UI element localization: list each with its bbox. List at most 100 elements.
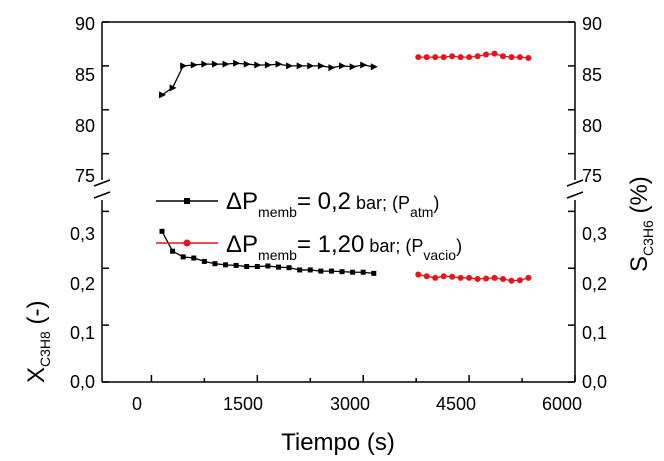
series-1-selectivity-point bbox=[296, 62, 304, 70]
x-tick-label: 4500 bbox=[436, 394, 476, 414]
series-2-selectivity-point bbox=[474, 53, 481, 60]
legend-label: ΔPmemb= 1,20 bar; (Pvacio) bbox=[226, 231, 462, 263]
series-2-conversion-point bbox=[491, 274, 498, 281]
legend-label-unit: bar; (P bbox=[351, 193, 410, 213]
y-axis-title-right-main: S bbox=[626, 256, 653, 272]
series-2-conversion-point bbox=[508, 277, 515, 284]
series-1-conversion-point bbox=[191, 255, 197, 261]
y-axis-title-right-unit: (%) bbox=[626, 176, 653, 220]
legend-label-sub2: atm bbox=[410, 204, 433, 220]
series-2-selectivity-point bbox=[457, 54, 464, 61]
series-1-conversion-point bbox=[233, 262, 239, 268]
series-1-selectivity-point bbox=[370, 63, 378, 71]
y-tick-label-lower-right: 0,0 bbox=[582, 372, 607, 392]
plot-frame bbox=[93, 21, 584, 383]
series-1-conversion-point bbox=[297, 267, 303, 273]
legend: ΔPmemb= 0,2 bar; (Patm) ΔPmemb= 1,20 bar… bbox=[156, 188, 462, 263]
y-tick-label-upper-left: 90 bbox=[75, 14, 95, 34]
series-1-selectivity-point bbox=[317, 62, 325, 70]
series-1-selectivity-point bbox=[211, 60, 219, 68]
legend-label-prefix: ΔP bbox=[226, 188, 258, 215]
legend-label-sub1: memb bbox=[258, 247, 297, 263]
series-2-conversion-point bbox=[415, 271, 422, 278]
series-1-conversion-point bbox=[275, 264, 281, 270]
legend-label-prefix: ΔP bbox=[226, 231, 258, 258]
legend-entry-series-1: ΔPmemb= 0,2 bar; (Patm) bbox=[156, 188, 439, 220]
y-tick-label-upper-right: 80 bbox=[582, 116, 602, 136]
series-1-conversion-point bbox=[328, 268, 334, 274]
series-2-selectivity-point bbox=[483, 51, 490, 58]
x-tick-label: 3000 bbox=[330, 394, 370, 414]
legend-label-mid: = 0,2 bbox=[297, 188, 351, 215]
series-1-conversion-point bbox=[318, 268, 324, 274]
legend-label-close: ) bbox=[433, 193, 439, 213]
y-axis-title-left-sub: C3H8 bbox=[37, 331, 53, 367]
series-2-selectivity-point bbox=[466, 54, 473, 61]
series-1-selectivity-point bbox=[243, 60, 251, 68]
series-1-conversion-point bbox=[254, 264, 260, 270]
y-tick-label-upper-right: 75 bbox=[582, 166, 602, 186]
series-1-selectivity-point bbox=[349, 63, 357, 71]
series-layer bbox=[159, 50, 532, 284]
left-break-mark-2 bbox=[93, 191, 111, 199]
series-2-selectivity-point bbox=[491, 50, 498, 57]
y-tick-label-upper-left: 80 bbox=[75, 116, 95, 136]
right-break-mark-1 bbox=[566, 179, 584, 187]
series-2-selectivity-point bbox=[449, 53, 456, 60]
x-tick-label: 1500 bbox=[223, 394, 263, 414]
series-2-conversion-point bbox=[525, 274, 532, 281]
legend-label-unit: bar; (P bbox=[364, 236, 423, 256]
series-1-conversion-point bbox=[212, 261, 218, 267]
series-1-selectivity-point bbox=[159, 91, 167, 99]
series-1-selectivity-point bbox=[233, 59, 241, 67]
y-tick-label-upper-left: 85 bbox=[75, 65, 95, 85]
legend-label-mid: = 1,20 bbox=[297, 231, 364, 258]
series-2-conversion-point bbox=[483, 275, 490, 282]
y-axis-title-left-main: X bbox=[23, 367, 50, 383]
y-tick-label-upper-right: 85 bbox=[582, 65, 602, 85]
series-2-conversion-point bbox=[466, 274, 473, 281]
x-tick-label: 6000 bbox=[542, 394, 582, 414]
series-2-conversion-point bbox=[449, 273, 456, 280]
series-1-selectivity-point bbox=[275, 60, 283, 68]
series-2-selectivity-point bbox=[440, 54, 447, 61]
series-1-selectivity-point bbox=[360, 61, 368, 69]
axis-ticks bbox=[102, 21, 576, 383]
series-1-conversion-point bbox=[371, 270, 377, 276]
series-1-conversion-point bbox=[265, 263, 271, 269]
series-2-selectivity-point bbox=[423, 54, 430, 61]
legend-label-sub1: memb bbox=[258, 204, 297, 220]
series-1-selectivity-point bbox=[254, 61, 262, 69]
series-1-conversion-point bbox=[286, 265, 292, 271]
y-tick-label-lower-right: 0,3 bbox=[582, 224, 607, 244]
series-2-selectivity-point bbox=[525, 54, 532, 61]
y-tick-label-lower-right: 0,2 bbox=[582, 274, 607, 294]
series-2-conversion-point bbox=[457, 274, 464, 281]
series-2-selectivity-point bbox=[508, 54, 515, 61]
y-tick-label-lower-left: 0,3 bbox=[70, 224, 95, 244]
series-2-selectivity-point bbox=[432, 54, 439, 61]
series-2-selectivity-point bbox=[499, 53, 506, 60]
x-axis-title: Tiempo (s) bbox=[281, 429, 395, 456]
series-1-conversion-point bbox=[307, 267, 313, 273]
right-break-mark-2 bbox=[566, 191, 584, 199]
series-1-selectivity-point bbox=[339, 62, 347, 70]
series-1-selectivity-point bbox=[169, 84, 177, 92]
series-1-conversion-point bbox=[201, 258, 207, 264]
x-tick-label: 0 bbox=[132, 394, 142, 414]
y-tick-label-upper-right: 90 bbox=[582, 14, 602, 34]
series-1-conversion-point bbox=[244, 264, 250, 270]
legend-label-close: ) bbox=[456, 236, 462, 256]
legend-swatch-marker bbox=[184, 198, 190, 204]
series-1-selectivity-point bbox=[264, 61, 272, 69]
series-1-selectivity-point bbox=[307, 62, 315, 70]
series-2-selectivity-point bbox=[516, 54, 523, 61]
series-1-selectivity-point bbox=[180, 62, 188, 70]
y-axis-title-right: SC3H6 (%) bbox=[626, 176, 656, 272]
series-1-conversion-point bbox=[223, 262, 229, 268]
y-tick-label-lower-right: 0,1 bbox=[582, 323, 607, 343]
series-1-selectivity-point bbox=[222, 60, 230, 68]
series-2-conversion-point bbox=[440, 273, 447, 280]
